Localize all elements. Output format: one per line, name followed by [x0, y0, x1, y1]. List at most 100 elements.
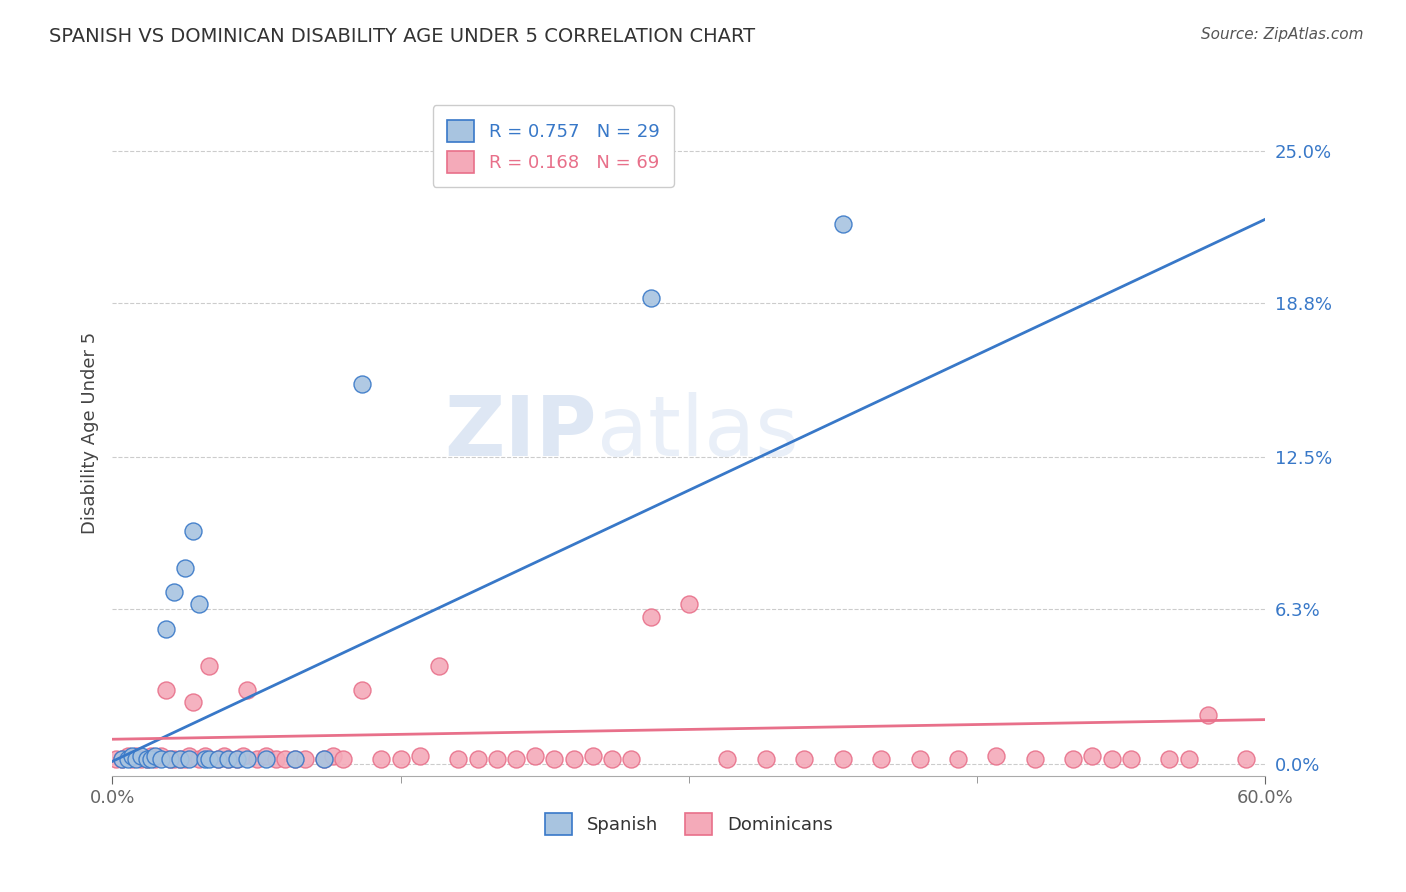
Point — [197, 752, 219, 766]
Point — [121, 752, 143, 766]
Point — [427, 658, 450, 673]
Point — [163, 752, 186, 766]
Point — [174, 752, 197, 766]
Legend: Spanish, Dominicans: Spanish, Dominicans — [538, 806, 839, 843]
Point — [447, 752, 470, 766]
Point — [322, 749, 344, 764]
Point — [236, 683, 259, 698]
Point — [143, 749, 166, 764]
Text: ZIP: ZIP — [444, 392, 596, 473]
Point — [600, 752, 623, 766]
Point — [207, 752, 229, 766]
Point — [1024, 752, 1046, 766]
Point — [312, 752, 335, 766]
Point — [159, 752, 181, 766]
Point — [640, 291, 662, 305]
Text: SPANISH VS DOMINICAN DISABILITY AGE UNDER 5 CORRELATION CHART: SPANISH VS DOMINICAN DISABILITY AGE UNDE… — [49, 27, 755, 45]
Point — [117, 749, 139, 764]
Point — [212, 749, 235, 764]
Point — [117, 752, 139, 766]
Point — [389, 752, 412, 766]
Point — [181, 696, 204, 710]
Point — [284, 752, 307, 766]
Point — [1159, 752, 1181, 766]
Point — [136, 752, 159, 766]
Point — [105, 752, 128, 766]
Point — [1101, 752, 1123, 766]
Point — [217, 752, 239, 766]
Point — [467, 752, 489, 766]
Point — [1119, 752, 1142, 766]
Point — [226, 752, 249, 766]
Point — [159, 752, 181, 766]
Point — [246, 752, 269, 766]
Point — [370, 752, 392, 766]
Point — [254, 752, 277, 766]
Point — [169, 752, 191, 766]
Point — [111, 752, 134, 766]
Point — [174, 560, 197, 574]
Point — [274, 752, 297, 766]
Point — [1177, 752, 1199, 766]
Point — [908, 752, 931, 766]
Point — [217, 752, 239, 766]
Point — [194, 749, 217, 764]
Point — [139, 749, 162, 764]
Point — [163, 585, 186, 599]
Point — [332, 752, 354, 766]
Point — [1081, 749, 1104, 764]
Point — [129, 752, 153, 766]
Point — [124, 752, 146, 766]
Point — [946, 752, 969, 766]
Point — [179, 752, 201, 766]
Point — [582, 749, 605, 764]
Point — [236, 752, 259, 766]
Point — [136, 752, 159, 766]
Point — [294, 752, 316, 766]
Y-axis label: Disability Age Under 5: Disability Age Under 5 — [80, 332, 98, 533]
Point — [640, 609, 662, 624]
Point — [188, 598, 211, 612]
Point — [562, 752, 585, 766]
Point — [232, 749, 254, 764]
Point — [264, 752, 287, 766]
Point — [543, 752, 565, 766]
Point — [284, 752, 307, 766]
Point — [129, 749, 153, 764]
Point — [620, 752, 643, 766]
Text: Source: ZipAtlas.com: Source: ZipAtlas.com — [1201, 27, 1364, 42]
Point — [1197, 707, 1219, 722]
Point — [207, 752, 229, 766]
Point — [179, 749, 201, 764]
Point — [986, 749, 1008, 764]
Point — [194, 752, 217, 766]
Point — [870, 752, 893, 766]
Point — [111, 752, 134, 766]
Text: atlas: atlas — [596, 392, 799, 473]
Point — [254, 749, 277, 764]
Point — [155, 622, 177, 636]
Point — [755, 752, 778, 766]
Point — [121, 749, 143, 764]
Point — [352, 376, 374, 391]
Point — [485, 752, 508, 766]
Point — [181, 524, 204, 538]
Point — [1062, 752, 1084, 766]
Point — [124, 749, 146, 764]
Point — [149, 749, 172, 764]
Point — [505, 752, 527, 766]
Point — [143, 752, 166, 766]
Point — [793, 752, 815, 766]
Point — [716, 752, 738, 766]
Point — [197, 658, 219, 673]
Point — [139, 752, 162, 766]
Point — [678, 598, 700, 612]
Point — [312, 752, 335, 766]
Point — [149, 752, 172, 766]
Point — [831, 752, 853, 766]
Point — [409, 749, 432, 764]
Point — [188, 752, 211, 766]
Point — [352, 683, 374, 698]
Point — [226, 752, 249, 766]
Point — [524, 749, 547, 764]
